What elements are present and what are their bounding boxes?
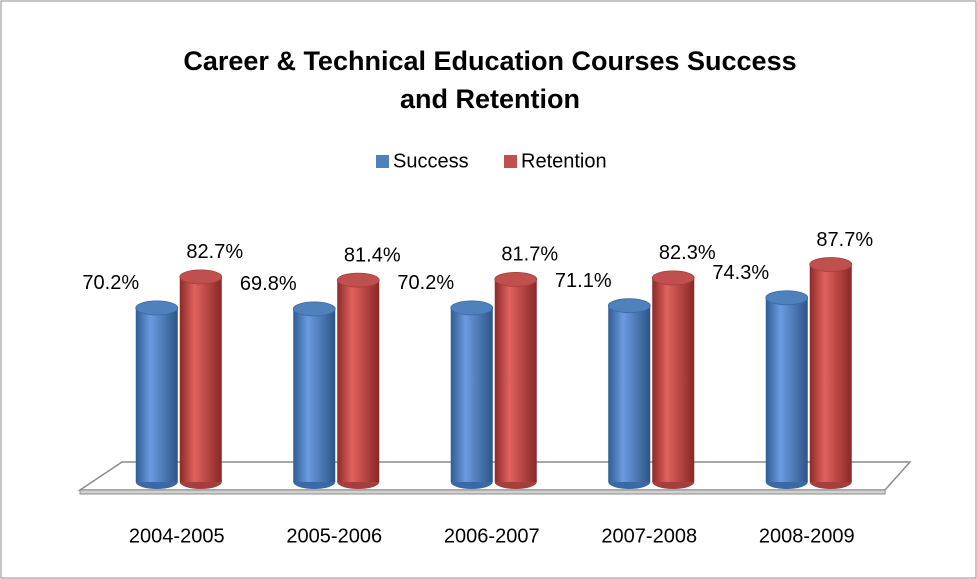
data-label: 82.3%: [659, 242, 716, 264]
bar-body: [179, 276, 222, 482]
chart-title: and Retention: [400, 84, 580, 114]
data-label: 82.7%: [186, 241, 243, 263]
chart-title: Career & Technical Education Courses Suc…: [183, 46, 796, 76]
bar-body: [450, 307, 493, 482]
bar-body: [652, 277, 695, 482]
bar-top: [336, 272, 380, 288]
bar-top: [179, 269, 223, 285]
x-tick-label: 2007-2008: [601, 525, 697, 547]
bar: [607, 298, 651, 489]
legend-label: Success: [393, 150, 469, 172]
floor-edge: [79, 489, 886, 495]
bar-body: [135, 307, 178, 482]
bar: [292, 301, 336, 489]
bar-top: [607, 298, 651, 314]
data-label: 70.2%: [397, 272, 454, 294]
legend-swatch: [376, 155, 389, 168]
data-label: 81.7%: [501, 244, 558, 266]
legend-swatch: [504, 155, 517, 168]
bar: [651, 270, 695, 489]
bar-top: [135, 300, 179, 316]
bar-body: [809, 264, 852, 482]
bar: [450, 300, 494, 489]
x-tick-label: 2005-2006: [286, 525, 382, 547]
bar-top: [765, 290, 809, 306]
x-tick-label: 2006-2007: [444, 525, 540, 547]
data-label: 74.3%: [712, 262, 769, 284]
x-tick-label: 2008-2009: [759, 525, 855, 547]
legend-label: Retention: [521, 150, 607, 172]
bar: [809, 257, 853, 489]
bar: [494, 271, 538, 489]
bar-top: [651, 270, 695, 286]
bar-body: [608, 305, 651, 482]
bar-top: [809, 257, 853, 272]
bar-top: [450, 300, 494, 316]
data-label: 87.7%: [816, 229, 873, 251]
bar: [135, 300, 179, 489]
bar-body: [765, 297, 808, 482]
bar-body: [494, 279, 537, 482]
bar-body: [337, 280, 380, 482]
bar-body: [293, 308, 336, 482]
bar-top: [292, 301, 336, 317]
bar: [179, 269, 223, 489]
bar-top: [494, 271, 538, 287]
bar: [765, 290, 809, 489]
x-tick-label: 2004-2005: [129, 525, 225, 547]
data-label: 81.4%: [344, 244, 401, 266]
data-label: 70.2%: [82, 272, 139, 294]
data-label: 71.1%: [555, 270, 612, 292]
bar: [336, 272, 380, 489]
data-label: 69.8%: [240, 273, 297, 295]
